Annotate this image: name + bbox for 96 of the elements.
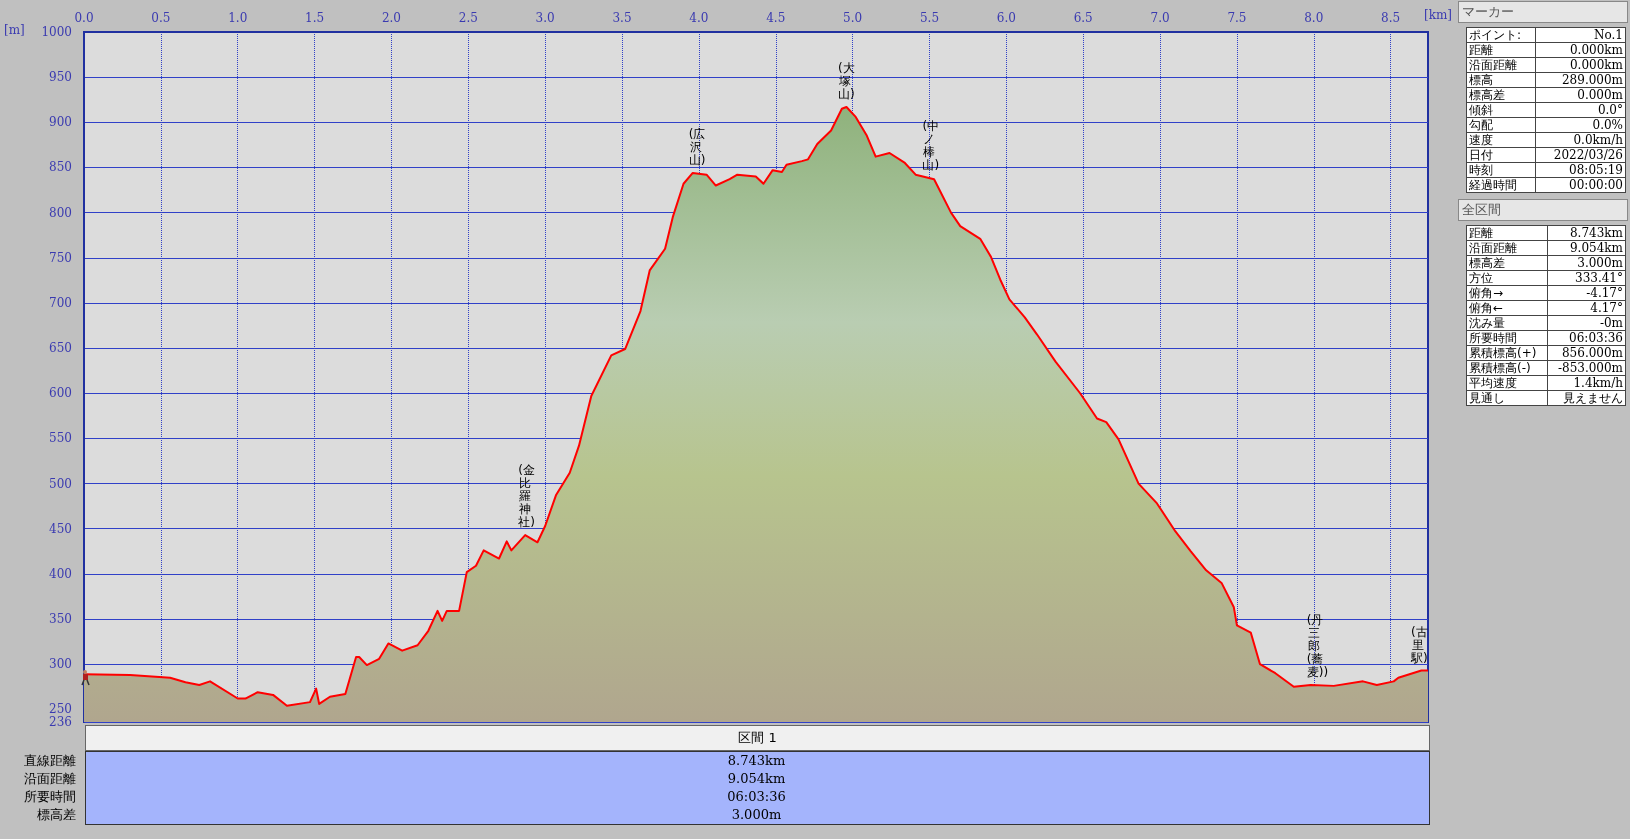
text: 所要時間 bbox=[24, 788, 76, 806]
x-tick-label: 5.0 bbox=[843, 11, 863, 25]
text: 区間 1 bbox=[85, 725, 1430, 751]
text: 沈み量 bbox=[1466, 315, 1548, 331]
text: 標高差 bbox=[37, 806, 76, 824]
text: 0.0km/h bbox=[1535, 132, 1626, 148]
x-tick-label: 2.5 bbox=[458, 11, 478, 25]
y-tick-label: 600 bbox=[49, 386, 72, 401]
text: 標高 bbox=[1466, 72, 1536, 88]
text: 俯角← bbox=[1466, 300, 1548, 316]
x-tick-label: 4.5 bbox=[766, 11, 786, 25]
text: 距離 bbox=[1466, 42, 1536, 58]
text: 全区間 bbox=[1458, 199, 1628, 221]
text: 9.054km bbox=[726, 770, 787, 788]
text: 8.743km bbox=[1547, 225, 1626, 241]
annotation: (広沢山) bbox=[688, 126, 706, 167]
text: 0.000m bbox=[1535, 87, 1626, 103]
text: 経過時間 bbox=[1466, 177, 1536, 193]
text: 8.743km bbox=[726, 752, 787, 770]
x-tick-label: 0.0 bbox=[74, 11, 94, 25]
y-tick-label: 236 bbox=[49, 715, 72, 729]
text: 俯角→ bbox=[1466, 285, 1548, 301]
text: 沿面距離 bbox=[24, 770, 76, 788]
x-tick-label: 2.0 bbox=[381, 11, 401, 25]
text: 289.000m bbox=[1535, 72, 1626, 88]
text: -4.17° bbox=[1547, 285, 1626, 301]
text: 平均速度 bbox=[1466, 375, 1548, 391]
text: 所要時間 bbox=[1466, 330, 1548, 346]
y-tick-label: 1000 bbox=[41, 25, 72, 39]
y-tick-label: 750 bbox=[49, 250, 72, 265]
text: 時刻 bbox=[1466, 162, 1536, 178]
text: 06:03:36 bbox=[1547, 330, 1626, 346]
text: 累積標高(+) bbox=[1466, 345, 1548, 361]
x-tick-label: 3.0 bbox=[535, 11, 555, 25]
text: 1.4km/h bbox=[1547, 375, 1626, 391]
text: -853.000m bbox=[1547, 360, 1626, 376]
text: 直線距離 bbox=[24, 752, 76, 770]
x-tick-label: 0.5 bbox=[151, 11, 171, 25]
text: 日付 bbox=[1466, 147, 1536, 163]
text: 距離 bbox=[1466, 225, 1548, 241]
x-tick-label: 6.0 bbox=[996, 11, 1016, 25]
text: 標高差 bbox=[1466, 255, 1548, 271]
y-axis-title: [m] bbox=[4, 23, 25, 37]
text: 沿面距離 bbox=[1466, 57, 1536, 73]
y-tick-label: 550 bbox=[49, 431, 72, 446]
x-tick-label: 4.0 bbox=[689, 11, 709, 25]
y-tick-label: 350 bbox=[49, 612, 72, 627]
text: -0m bbox=[1547, 315, 1626, 331]
y-tick-label: 700 bbox=[49, 295, 72, 310]
text: 0.000km bbox=[1535, 42, 1626, 58]
text: 856.000m bbox=[1547, 345, 1626, 361]
text: 2022/03/26 bbox=[1535, 147, 1626, 163]
text: 見えません bbox=[1547, 390, 1626, 406]
x-tick-label: 6.5 bbox=[1073, 11, 1093, 25]
text: 0.000km bbox=[1535, 57, 1626, 73]
x-tick-label: 7.0 bbox=[1150, 11, 1170, 25]
annotation: (大塚山) bbox=[837, 60, 855, 101]
text: 勾配 bbox=[1466, 117, 1536, 133]
text: 方位 bbox=[1466, 270, 1548, 286]
x-tick-label: 8.0 bbox=[1304, 11, 1324, 25]
text: 08:05:19 bbox=[1535, 162, 1626, 178]
text: 00:00:00 bbox=[1535, 177, 1626, 193]
x-tick-label: 1.5 bbox=[305, 11, 325, 25]
text: 傾斜 bbox=[1466, 102, 1536, 118]
y-tick-label: 950 bbox=[49, 70, 72, 85]
text: 累積標高(-) bbox=[1466, 360, 1548, 376]
text: 06:03:36 bbox=[726, 788, 787, 806]
y-tick-label: 850 bbox=[49, 160, 72, 175]
x-tick-label: 8.5 bbox=[1381, 11, 1401, 25]
text: No.1 bbox=[1535, 27, 1626, 43]
y-tick-label: 800 bbox=[49, 205, 72, 220]
text: マーカー bbox=[1458, 1, 1628, 23]
y-tick-label: 500 bbox=[49, 476, 72, 491]
text: 見通し bbox=[1466, 390, 1548, 406]
text: 4.17° bbox=[1547, 300, 1626, 316]
y-tick-label: 450 bbox=[49, 521, 72, 536]
x-tick-label: 5.5 bbox=[919, 11, 940, 25]
text: 速度 bbox=[1466, 132, 1536, 148]
text: 3.000m bbox=[1547, 255, 1626, 271]
y-tick-label: 250 bbox=[49, 702, 72, 717]
x-tick-label: 7.5 bbox=[1227, 11, 1247, 25]
x-tick-label: 1.0 bbox=[228, 11, 248, 25]
x-tick-label: 3.5 bbox=[612, 11, 632, 25]
text: 標高差 bbox=[1466, 87, 1536, 103]
text: 9.054km bbox=[1547, 240, 1626, 256]
text: 0.0° bbox=[1535, 102, 1626, 118]
text: ポイント: bbox=[1466, 27, 1536, 43]
y-tick-label: 900 bbox=[49, 115, 72, 130]
y-tick-label: 650 bbox=[49, 341, 72, 356]
text: 沿面距離 bbox=[1466, 240, 1548, 256]
text: 333.41° bbox=[1547, 270, 1626, 286]
text: 3.000m bbox=[730, 806, 783, 824]
text: 0.0% bbox=[1535, 117, 1626, 133]
x-axis-title: [km] bbox=[1424, 8, 1453, 22]
y-tick-label: 300 bbox=[49, 657, 72, 672]
y-tick-label: 400 bbox=[49, 566, 72, 581]
